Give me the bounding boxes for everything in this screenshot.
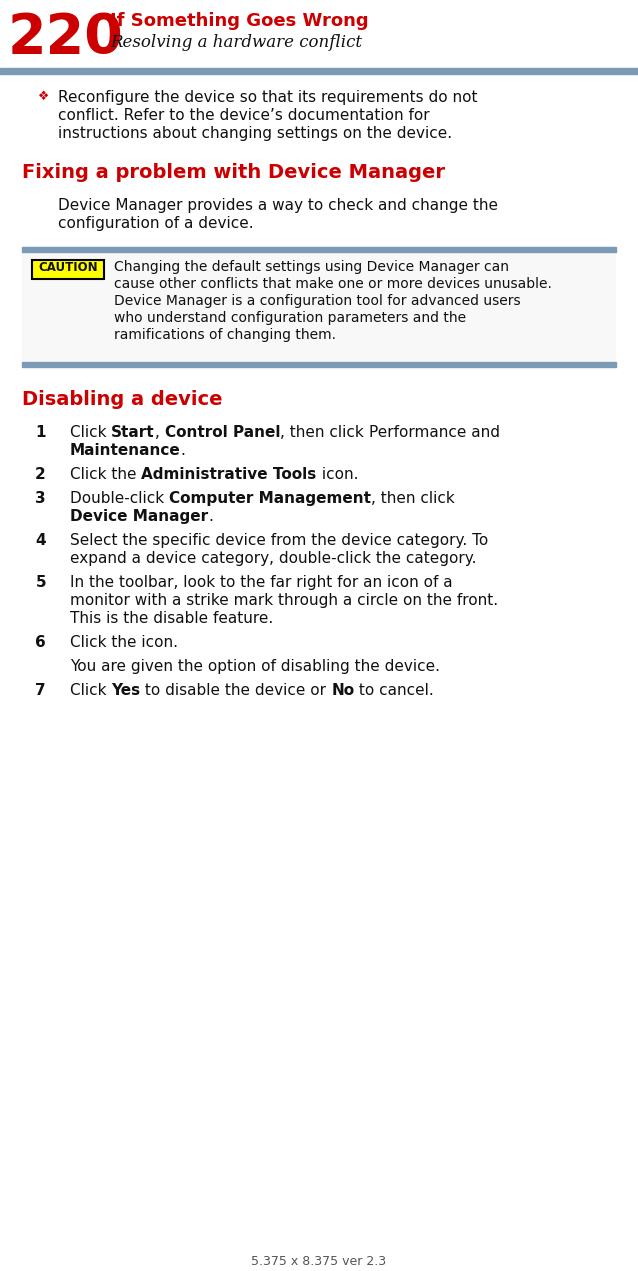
Text: Click the: Click the	[70, 466, 142, 482]
Text: 6: 6	[35, 636, 46, 649]
Text: ❖: ❖	[38, 90, 50, 103]
Text: instructions about changing settings on the device.: instructions about changing settings on …	[58, 126, 452, 141]
Text: Computer Management: Computer Management	[169, 491, 371, 506]
Text: 220: 220	[8, 11, 124, 65]
Text: 2: 2	[35, 466, 46, 482]
Text: Device Manager provides a way to check and change the: Device Manager provides a way to check a…	[58, 198, 498, 214]
Text: monitor with a strike mark through a circle on the front.: monitor with a strike mark through a cir…	[70, 594, 498, 608]
Text: Select the specific device from the device category. To: Select the specific device from the devi…	[70, 533, 488, 548]
Bar	[0, 69, 638, 74]
Text: Disabling a device: Disabling a device	[22, 390, 223, 409]
Text: 7: 7	[35, 683, 46, 698]
Text: .: .	[208, 508, 213, 524]
Text: CAUTION: CAUTION	[38, 261, 98, 275]
Text: ,: ,	[155, 425, 165, 440]
Text: Resolving a hardware conflict: Resolving a hardware conflict	[110, 34, 362, 51]
Text: Click: Click	[70, 425, 112, 440]
Text: who understand configuration parameters and the: who understand configuration parameters …	[114, 311, 466, 325]
Text: Fixing a problem with Device Manager: Fixing a problem with Device Manager	[22, 163, 445, 182]
Text: configuration of a device.: configuration of a device.	[58, 216, 254, 231]
Text: Control Panel: Control Panel	[165, 425, 280, 440]
Text: No: No	[331, 683, 355, 698]
Text: Performance and: Performance and	[369, 425, 500, 440]
Text: In the toolbar, look to the far right for an icon of a: In the toolbar, look to the far right fo…	[70, 574, 452, 590]
Text: Device Manager is a configuration tool for advanced users: Device Manager is a configuration tool f…	[114, 294, 521, 308]
Text: 5.375 x 8.375 ver 2.3: 5.375 x 8.375 ver 2.3	[251, 1254, 387, 1268]
Text: , then click: , then click	[371, 491, 455, 506]
Text: 5: 5	[35, 574, 46, 590]
Text: icon.: icon.	[316, 466, 358, 482]
Text: Yes: Yes	[112, 683, 140, 698]
Text: Device Manager: Device Manager	[70, 508, 208, 524]
Text: 4: 4	[35, 533, 46, 548]
Text: Administrative Tools: Administrative Tools	[142, 466, 316, 482]
Text: This is the disable feature.: This is the disable feature.	[70, 611, 273, 627]
Bar	[22, 247, 616, 252]
Text: ramifications of changing them.: ramifications of changing them.	[114, 328, 336, 342]
Text: to cancel.: to cancel.	[355, 683, 434, 698]
Text: Click: Click	[70, 683, 112, 698]
Text: Double-click: Double-click	[70, 491, 169, 506]
Text: expand a device category, double-click the category.: expand a device category, double-click t…	[70, 552, 477, 566]
Bar	[32, 261, 104, 280]
Text: If Something Goes Wrong: If Something Goes Wrong	[110, 11, 369, 31]
Text: You are given the option of disabling the device.: You are given the option of disabling th…	[70, 658, 440, 674]
Text: Maintenance: Maintenance	[70, 444, 181, 458]
Bar	[22, 247, 616, 367]
Text: Reconfigure the device so that its requirements do not: Reconfigure the device so that its requi…	[58, 90, 477, 105]
Text: Changing the default settings using Device Manager can: Changing the default settings using Devi…	[114, 261, 509, 275]
Text: Start: Start	[112, 425, 155, 440]
Text: , then click: , then click	[280, 425, 369, 440]
Text: 1: 1	[36, 425, 46, 440]
Text: to disable the device or: to disable the device or	[140, 683, 331, 698]
Text: .: .	[181, 444, 186, 458]
Bar	[22, 362, 616, 367]
Text: conflict. Refer to the device’s documentation for: conflict. Refer to the device’s document…	[58, 108, 429, 123]
Text: Click the icon.: Click the icon.	[70, 636, 178, 649]
Text: 3: 3	[35, 491, 46, 506]
Text: cause other conflicts that make one or more devices unusable.: cause other conflicts that make one or m…	[114, 277, 552, 291]
